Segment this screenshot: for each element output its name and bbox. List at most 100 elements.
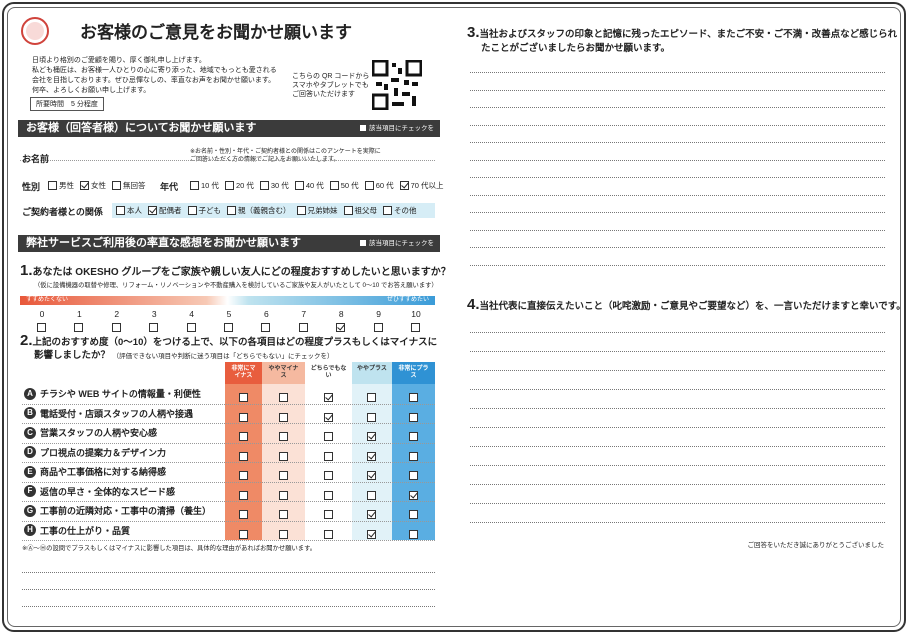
writing-line [470,247,885,248]
scale-number: 3 [151,309,157,319]
option: 兄弟姉妹 [296,205,338,216]
checkbox [261,323,271,333]
checkbox [278,510,288,520]
check-mark [324,412,333,421]
row-text: チラシや WEB サイトの情報量・利便性 [40,389,201,399]
option-label: 10 代 [201,181,219,190]
option-label: 40 代 [305,181,324,190]
check-hint: 該当項目にチェックを [360,235,434,252]
title: お客様のご意見をお聞かせ願います [80,23,352,42]
writing-line [470,332,885,333]
cell [408,506,418,524]
writing-line [470,484,885,485]
text-line: 何卒、よろしくお願い申し上げます。 [32,87,151,94]
q2-number: 2. [20,332,33,349]
check-mark [400,180,409,189]
checkbox [399,180,409,190]
option: 70 代以上 [399,180,444,191]
cell [408,467,418,485]
option-label: 女性 [91,181,106,190]
checkbox [111,323,121,333]
section-bar: お客様（回答者様）についてお聞かせ願います 該当項目にチェックを [18,120,440,137]
checkbox [238,529,248,539]
options: 10 代 20 代 30 代 40 代 50 代 60 代 70 代以上 [190,180,444,191]
q3: 3.当社およびスタッフの印象と記憶に残ったエピソード、またご不安・ご不満・改善点… [467,25,897,56]
row-label: D プロ視点の提案力＆デザイン力 [24,446,166,459]
q1: 1.あなたは OKESHO グループをご家族や親しい友人にどの程度おすすめしたい… [20,262,451,279]
row-separator [22,462,435,463]
cell [238,428,248,446]
checkbox [408,451,418,461]
qr-note: こちらの QR コードから スマホやタブレットでも ご回答いただけます [292,72,369,99]
checkbox [323,490,333,500]
cell [408,487,418,505]
field-label: ご契約者様との関係 [22,207,103,217]
check-mark [368,431,376,440]
cell [367,506,376,524]
checkbox [238,412,248,422]
checkbox [238,510,248,520]
checkbox [278,451,288,461]
scale-number: 9 [376,309,381,319]
checkbox [408,393,418,403]
option: 親（義親含む） [227,205,291,216]
checkbox [112,181,121,190]
row-text: 商品や工事価格に対する納得感 [40,467,167,477]
writing-line [470,465,885,466]
checkbox [278,471,288,481]
check-hint: 該当項目にチェックを [360,120,434,137]
cell [408,409,418,427]
option-label: 20 代 [235,181,254,190]
checkbox [227,206,236,215]
checkbox [190,181,199,190]
checkbox [411,323,420,333]
checkbox [367,490,376,500]
cell [278,526,288,544]
check-mark [81,180,89,189]
thanks: ご回答をいただき誠にありがとうございました [747,542,885,549]
row-text: 電話受付・店頭スタッフの人柄や接遇 [40,408,194,419]
row-text: 返信の早さ・全体的なスピード感 [40,486,176,497]
scale-box [186,319,196,337]
cell [278,506,288,524]
checkbox [323,392,333,403]
footnote: ※Ⓐ〜Ⓗの設問でプラスもしくはマイナスに影響した項目は、具体的な理由があればお聞… [22,545,317,552]
writing-line [22,572,435,573]
checkbox [323,451,333,461]
cell [408,526,418,544]
name-line [20,160,435,161]
check-mark [368,509,376,518]
scale-box [149,319,159,337]
checkbox [367,431,376,442]
text-line: スマホやタブレットでも [292,82,369,89]
cell [367,448,376,466]
option: 配偶者 [148,205,182,216]
writing-line [470,408,885,409]
checkbox [367,529,376,539]
row-separator [22,481,435,483]
cell [238,487,248,505]
writing-line [470,427,885,428]
cell [367,467,376,485]
name-label: お名前 [22,154,50,164]
writing-line [470,522,885,523]
writing-line [470,194,885,196]
row-label: F 返信の早さ・全体的なスピード感 [24,485,175,498]
checkbox [259,181,269,190]
checkbox [278,393,288,403]
checkbox [323,412,333,422]
writing-line [470,124,885,126]
q1-text: あなたは OKESHO グループをご家族や親しい友人にどの程度おすすめしたいと思… [32,267,451,278]
scale-box [373,319,383,337]
cell [367,526,376,544]
option-label: 子ども [198,206,222,215]
cell [367,409,376,427]
qr-code [372,60,422,110]
row-letter: G [24,504,36,517]
option: 50 代 [329,180,359,191]
scale-box [411,319,420,337]
checkbox [224,181,234,190]
option-label: 30 代 [270,181,289,190]
cell [238,448,248,466]
cell [323,409,333,427]
